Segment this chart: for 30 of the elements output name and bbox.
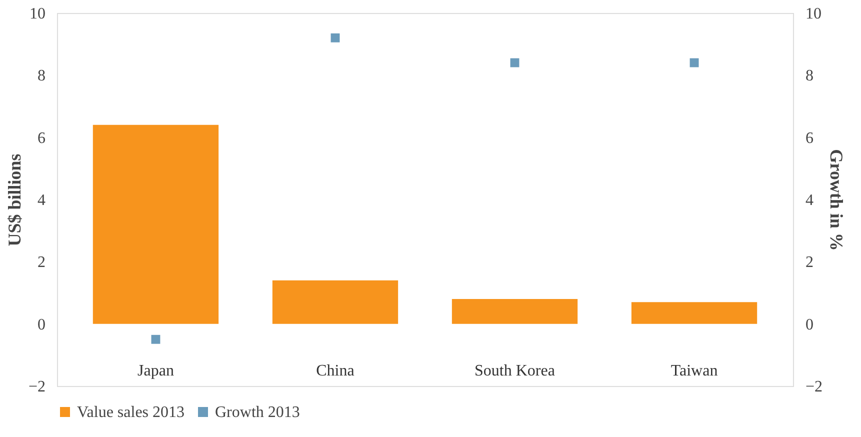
point xyxy=(151,334,160,344)
y-tick-label: 4 xyxy=(38,192,46,209)
legend-label: Growth 2013 xyxy=(215,404,300,421)
y-tick-label: 0 xyxy=(38,316,46,334)
x-tick-label: Taiwan xyxy=(670,362,718,380)
y2-tick-label: 0 xyxy=(806,316,814,334)
x-tick-label: South Korea xyxy=(474,362,555,380)
y2-tick-label: 2 xyxy=(806,254,814,272)
y-tick-label: 6 xyxy=(38,130,46,147)
point xyxy=(330,33,340,42)
y-tick-label: 8 xyxy=(38,68,46,85)
y-tick-label: 2 xyxy=(38,254,46,272)
x-tick-label: Japan xyxy=(138,362,174,380)
y2-tick-label: 6 xyxy=(806,130,814,147)
y2-axis-title: Growth in % xyxy=(826,149,847,251)
bar xyxy=(452,298,578,324)
bar xyxy=(631,302,758,324)
y-axis-title: US$ billions xyxy=(4,154,24,246)
y2-tick-label: −2 xyxy=(806,378,823,396)
y-tick-label: 10 xyxy=(30,6,46,22)
x-tick-label: China xyxy=(316,362,354,380)
y2-tick-label: 4 xyxy=(806,192,814,209)
bar xyxy=(92,124,219,324)
y2-tick-label: 10 xyxy=(806,6,822,22)
y2-tick-label: 8 xyxy=(806,68,814,85)
point xyxy=(690,58,699,68)
bar xyxy=(272,280,398,324)
y-tick-label: −2 xyxy=(28,378,46,396)
legend-label: Value sales 2013 xyxy=(77,404,185,421)
point xyxy=(510,58,520,68)
